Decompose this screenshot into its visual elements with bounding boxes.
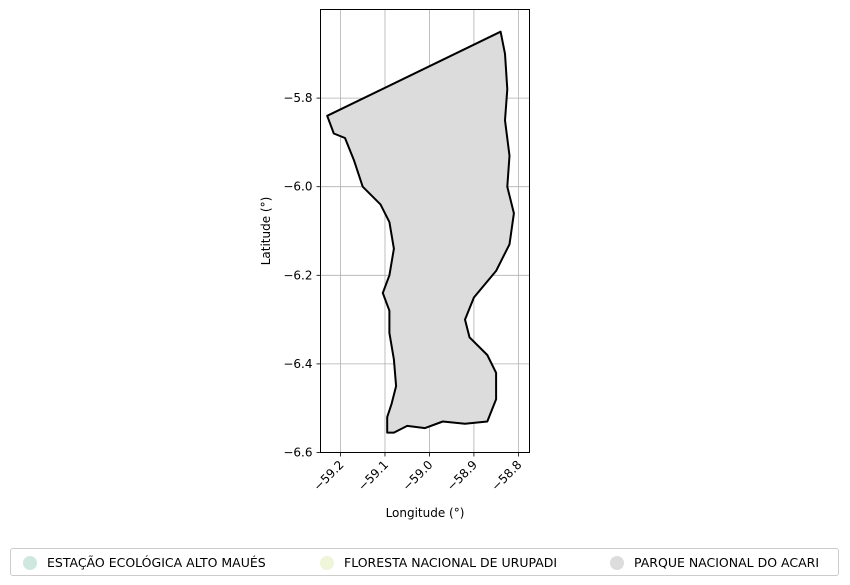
y-axis: −5.8 −6.0 −6.2 −6.4 −6.6 <box>283 91 321 460</box>
legend-swatch-icon <box>610 555 624 570</box>
x-axis-title: Longitude (°) <box>386 506 465 520</box>
legend-item-alto-maues: ESTAÇÃO ECOLÓGICA ALTO MAUÉS <box>23 555 266 570</box>
legend-label: PARQUE NACIONAL DO ACARI <box>634 555 820 570</box>
legend: ESTAÇÃO ECOLÓGICA ALTO MAUÉS FLORESTA NA… <box>10 548 839 576</box>
x-tick-label: −58.9 <box>444 458 480 494</box>
x-tick-label: −59.0 <box>400 458 436 494</box>
legend-item-urupadi: FLORESTA NACIONAL DE URUPADI <box>320 555 557 570</box>
legend-label: ESTAÇÃO ECOLÓGICA ALTO MAUÉS <box>47 555 266 570</box>
legend-swatch-icon <box>23 555 37 570</box>
y-tick-label: −5.8 <box>283 91 312 105</box>
legend-item-acari: PARQUE NACIONAL DO ACARI <box>610 555 819 570</box>
y-tick-label: −6.2 <box>283 268 312 282</box>
y-tick-label: −6.0 <box>283 180 312 194</box>
legend-swatch-icon <box>320 555 334 570</box>
x-tick-label: −59.2 <box>311 458 347 494</box>
x-tick-label: −58.8 <box>489 458 525 494</box>
y-tick-label: −6.4 <box>283 357 312 371</box>
y-tick-label: −6.6 <box>283 446 312 460</box>
y-axis-title: Latitude (°) <box>259 197 273 266</box>
x-axis: −59.2 −59.1 −59.0 −58.9 −58.8 <box>311 452 525 494</box>
protected-area-polygon <box>326 30 515 434</box>
legend-label: FLORESTA NACIONAL DE URUPADI <box>344 555 558 570</box>
x-tick-label: −59.1 <box>355 458 391 494</box>
axes-frame <box>320 9 530 453</box>
